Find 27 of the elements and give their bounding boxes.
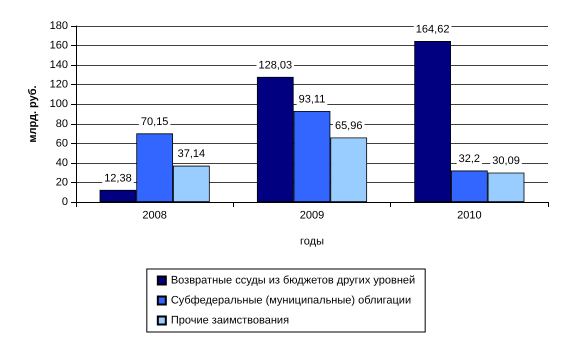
data-label: 164,62 <box>416 24 450 36</box>
data-label: 93,11 <box>298 93 326 106</box>
data-label: 32,2 <box>458 153 480 166</box>
y-tick-label: 40 <box>56 156 68 169</box>
legend-label: Прочие заимствования <box>170 314 290 326</box>
y-tick-label: 80 <box>56 118 68 130</box>
y-tick-label: 180 <box>50 20 68 32</box>
x-tick-label: 2010 <box>457 210 482 222</box>
y-tick-label: 0 <box>62 196 68 208</box>
data-label: 37,14 <box>178 148 206 160</box>
y-tick-label: 140 <box>50 59 68 72</box>
y-tick-label: 160 <box>50 40 68 52</box>
y-axis-title: млрд. руб. <box>27 85 40 143</box>
y-tick-label: 20 <box>56 176 68 188</box>
y-tick-label: 100 <box>50 98 68 110</box>
y-tick-label: 60 <box>56 137 68 150</box>
x-tick-label: 2008 <box>142 210 167 222</box>
data-label: 70,15 <box>140 116 168 128</box>
y-tick-label: 120 <box>50 78 68 91</box>
x-tick-label: 2009 <box>300 210 324 222</box>
data-label: 65,96 <box>334 120 362 132</box>
legend-label: Субфедеральные (муниципальные) облигации <box>170 294 412 306</box>
data-label: 30,09 <box>492 155 520 168</box>
x-axis-title: годы <box>300 236 324 248</box>
data-label: 12,38 <box>104 172 132 184</box>
data-label: 128,03 <box>258 59 292 72</box>
legend-label: Возвратные ссуды из бюджетов других уровней <box>170 274 416 286</box>
